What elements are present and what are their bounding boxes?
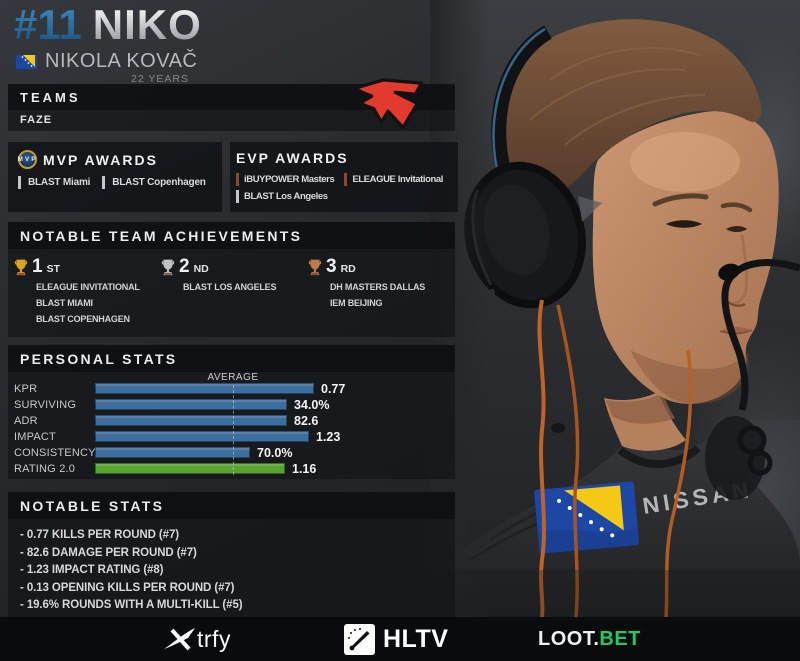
trophy-bronze-icon: [308, 259, 322, 276]
stat-row-adr: ADR 82.6: [14, 413, 319, 428]
player-nickname: NIKO: [92, 1, 202, 48]
evp-award-item: BLAST Los Angeles: [236, 190, 330, 203]
player-age: 22 YEARS: [131, 73, 190, 85]
achievements-section: NOTABLE TEAM ACHIEVEMENTS 1 ST: [8, 222, 455, 337]
sponsor-footer: trfy HLTV LOOT. BET: [0, 617, 800, 661]
stat-row-surviving: SURVIVING 34.0%: [14, 397, 330, 412]
mvp-awards-list: BLAST Miami BLAST Copenhagen: [18, 176, 212, 189]
evp-awards-title: EVP AWARDS: [236, 150, 349, 166]
notable-stats-list: - 0.77 KILLS PER ROUND (#7) - 82.6 DAMAG…: [8, 519, 455, 624]
bosnia-flag-icon: [16, 54, 37, 69]
stat-bar: [95, 383, 314, 394]
hltv-logo: HLTV: [344, 624, 448, 655]
notable-stat: - 19.6% ROUNDS WITH A MULTI-KILL (#5): [20, 599, 243, 611]
achievement-group-2nd: 2 ND BLAST LOS ANGELES: [155, 257, 302, 327]
player-hair: [494, 19, 762, 214]
headset-cables: [537, 299, 693, 617]
evp-award-item: ELEAGUE Invitational: [344, 173, 445, 186]
xtrfy-x-icon: [164, 628, 195, 651]
headphones: [464, 25, 602, 309]
eyebrow-left: [652, 193, 709, 207]
eye-right: [726, 226, 747, 232]
notable-stat: - 82.6 DAMAGE PER ROUND (#7): [20, 546, 197, 559]
notable-stat: - 1.23 IMPACT RATING (#8): [20, 564, 164, 576]
personal-stats-title: PERSONAL STATS: [8, 345, 455, 372]
bosnia-flag-patch: [534, 481, 640, 554]
mvp-award-item: BLAST Miami: [18, 176, 92, 189]
trophy-gold-icon: [14, 259, 28, 276]
rank-suffix: ST: [46, 263, 60, 275]
achievement-events: ELEAGUE INVITATIONAL BLAST MIAMI BLAST C…: [36, 282, 140, 324]
player-title: #11 NIKO: [14, 4, 202, 46]
achievement-group-1st: 1 ST ELEAGUE INVITATIONAL BLAST MIAMI BL…: [8, 257, 155, 327]
evp-awards-title-row: EVP AWARDS: [236, 150, 452, 166]
personal-stats-section: PERSONAL STATS AVERAGE KPR 0.77 SURVIVIN…: [8, 345, 455, 479]
eyebrow-right: [720, 202, 753, 213]
trophy-silver-icon: [161, 259, 175, 276]
average-label: AVERAGE: [207, 372, 259, 383]
nose: [729, 234, 749, 305]
microphone-boom: [718, 259, 800, 476]
evp-awards-panel: EVP AWARDS iBUYPOWER Masters ELEAGUE Inv…: [230, 142, 458, 212]
hltv-gauge-icon: [344, 624, 375, 655]
personal-stats-chart: AVERAGE KPR 0.77 SURVIVING 34.0% ADR 82.…: [8, 372, 455, 479]
achievement-events: BLAST LOS ANGELES: [183, 282, 277, 292]
mvp-awards-title: MVP AWARDS: [43, 151, 158, 168]
evp-awards-list: iBUYPOWER Masters ELEAGUE Invitational B…: [236, 173, 452, 203]
notable-stat: - 0.13 OPENING KILLS PER ROUND (#7): [20, 581, 235, 594]
player-identity: NIKOLA KOVAČ: [16, 50, 197, 73]
eye-left: [666, 220, 702, 228]
rank-number: 2: [179, 256, 190, 277]
earcup-logo: [578, 196, 602, 222]
shoulder-gear: [705, 416, 765, 500]
notable-stats-section: NOTABLE STATS - 0.77 KILLS PER ROUND (#7…: [8, 492, 455, 624]
evp-award-item: iBUYPOWER Masters: [236, 173, 336, 186]
average-line: [233, 385, 234, 475]
achievement-events: DH MASTERS DALLAS IEM BEIJING: [330, 282, 426, 308]
stat-bar: [95, 463, 285, 474]
xtrfy-logo: trfy: [162, 625, 231, 653]
achievements-body: 1 ST ELEAGUE INVITATIONAL BLAST MIAMI BL…: [8, 249, 455, 337]
notable-stat: - 0.77 KILLS PER ROUND (#7): [20, 529, 179, 541]
stat-row-kpr: KPR 0.77: [14, 381, 346, 396]
mvp-awards-title-row: MVP MVP AWARDS: [17, 150, 212, 169]
stat-row-rating: RATING 2.0 1.16: [14, 461, 317, 476]
achievement-group-3rd: 3 RD DH MASTERS DALLAS IEM BEIJING: [302, 257, 449, 327]
stat-bar: [95, 431, 309, 442]
player-rank: #11: [14, 1, 82, 48]
earcup: [464, 161, 586, 309]
mvp-medal-icon: MVP: [17, 150, 37, 169]
notable-stats-title: NOTABLE STATS: [8, 492, 455, 519]
player-photo: NISSAN: [430, 0, 800, 617]
stat-bar: [95, 415, 287, 426]
mvp-awards-panel: MVP MVP AWARDS BLAST Miami BLAST Copenha…: [8, 142, 222, 212]
team-name: FAZE: [8, 110, 455, 131]
stat-bar: [95, 447, 250, 458]
rank-number: 3: [326, 256, 337, 277]
rank-suffix: ND: [193, 263, 209, 275]
stat-row-impact: IMPACT 1.23: [14, 429, 341, 444]
rank-number: 1: [32, 256, 43, 277]
rank-suffix: RD: [340, 263, 356, 275]
headband: [491, 25, 553, 183]
stat-row-consistency: CONSISTENCY 70.0%: [14, 445, 293, 460]
mvp-award-item: BLAST Copenhagen: [102, 176, 207, 189]
lootbet-logo: LOOT. BET: [538, 628, 641, 650]
faze-clan-logo: [353, 78, 423, 130]
stat-bar: [95, 399, 287, 410]
achievements-title: NOTABLE TEAM ACHIEVEMENTS: [8, 222, 455, 249]
player-fullname: NIKOLA KOVAČ: [45, 50, 198, 72]
